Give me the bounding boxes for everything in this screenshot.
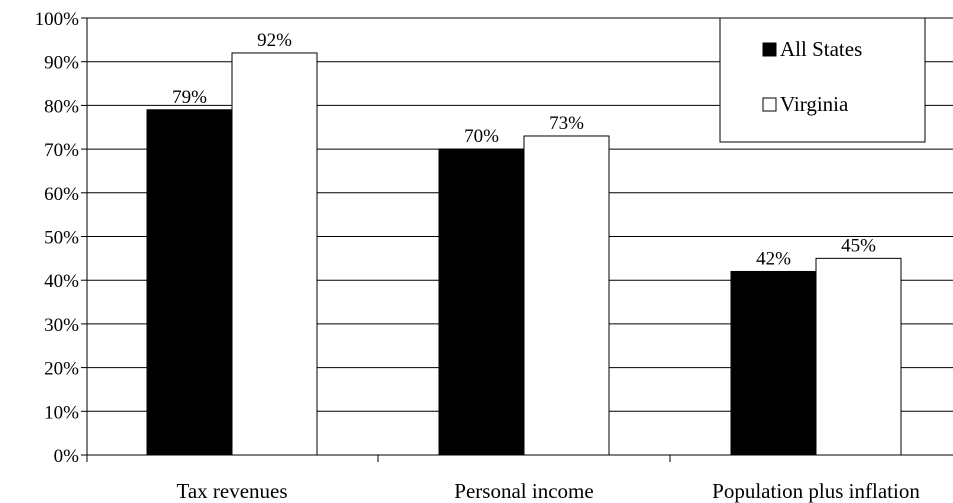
data-label: 42%: [756, 248, 791, 269]
legend: All States Virginia: [719, 17, 926, 143]
bar-all-states: [146, 109, 233, 456]
x-category-label: Population plus inflation: [712, 479, 920, 503]
data-labels: 79% 70% 42% 92% 73% 45%: [172, 30, 876, 269]
legend-label: Virginia: [780, 92, 849, 116]
legend-label: All States: [780, 37, 862, 61]
legend-box: [719, 17, 926, 143]
y-tick-label: 90%: [44, 53, 79, 74]
bar-virginia: [231, 52, 318, 456]
legend-swatch: [762, 97, 777, 112]
bar-all-states: [438, 148, 525, 456]
data-label: 45%: [841, 235, 876, 256]
data-label: 70%: [464, 126, 499, 147]
y-tick-label: 30%: [44, 315, 79, 336]
x-category-label: Tax revenues: [176, 479, 287, 503]
data-label: 92%: [257, 30, 292, 51]
y-tick-label: 100%: [35, 9, 80, 30]
y-tick-label: 80%: [44, 96, 79, 117]
bar-virginia: [523, 135, 610, 456]
y-tick-label: 40%: [44, 271, 79, 292]
y-tick-label: 10%: [44, 402, 79, 423]
x-category-label: Personal income: [454, 479, 593, 503]
y-tick-label: 20%: [44, 359, 79, 380]
y-tick-label: 70%: [44, 140, 79, 161]
legend-swatch: [762, 42, 777, 57]
data-label: 79%: [172, 87, 207, 108]
y-tick-label: 50%: [44, 228, 79, 249]
y-tick-label: 0%: [54, 446, 80, 467]
bar-all-states: [730, 270, 817, 456]
bar-virginia: [815, 257, 902, 456]
axes: 0% 10% 20% 30% 40% 50% 60% 70% 80% 90% 100% Tax rev…: [35, 9, 953, 503]
data-label: 73%: [549, 113, 584, 134]
y-tick-label: 60%: [44, 184, 79, 205]
